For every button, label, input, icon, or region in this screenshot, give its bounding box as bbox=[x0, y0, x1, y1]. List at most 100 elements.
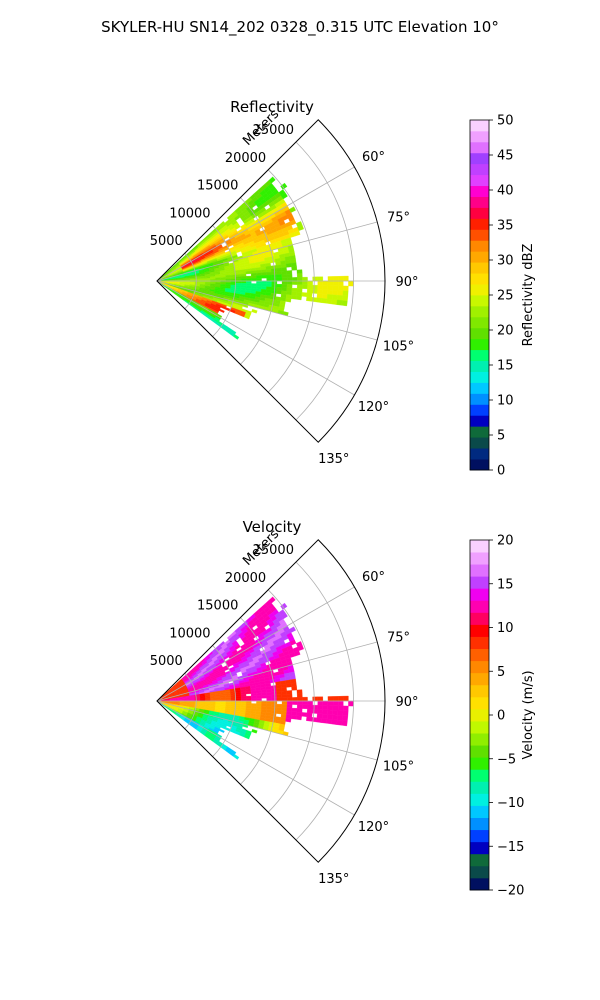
colorbar-segment bbox=[470, 327, 489, 340]
radar-gate bbox=[281, 280, 288, 285]
radar-gate bbox=[261, 280, 267, 285]
radar-gate bbox=[233, 754, 240, 760]
plot-wedge-outline bbox=[156, 539, 386, 863]
radial-tick-label: 20000 bbox=[225, 151, 266, 166]
plot-wedge-outline bbox=[156, 119, 386, 443]
radar-gate bbox=[331, 294, 338, 301]
radar-gate bbox=[297, 697, 303, 702]
colorbar-segment bbox=[470, 251, 489, 263]
radar-gate bbox=[337, 705, 344, 711]
radar-gate bbox=[250, 693, 257, 697]
radar-gate bbox=[311, 297, 318, 303]
radar-gate bbox=[261, 703, 267, 707]
colorbar-segment bbox=[470, 853, 489, 867]
radar-gate bbox=[244, 314, 250, 320]
colorbar-tick-label: −20 bbox=[497, 884, 524, 899]
radar-gate bbox=[280, 612, 288, 620]
colorbar-segment bbox=[470, 316, 489, 329]
radar-gate bbox=[281, 270, 288, 275]
radar-gate bbox=[251, 275, 257, 279]
radar-gate bbox=[307, 704, 313, 710]
radar-gate bbox=[255, 692, 262, 696]
radar-gate bbox=[286, 273, 293, 278]
colorbar-segment bbox=[470, 877, 489, 891]
radar-gate bbox=[251, 309, 258, 314]
colorbar-segment bbox=[470, 829, 489, 843]
reflectivity-ppi: 500010000150002000025000Meters60°75°90°1… bbox=[150, 107, 419, 467]
radar-gate bbox=[317, 696, 324, 702]
colorbar-tick-label: 5 bbox=[497, 665, 505, 680]
colorbar-segment bbox=[470, 624, 489, 637]
radar-gate bbox=[322, 709, 328, 715]
colorbar-segment bbox=[470, 185, 489, 197]
radar-gate bbox=[276, 694, 283, 699]
colorbar-segment bbox=[470, 448, 489, 460]
radar-gate bbox=[306, 288, 313, 294]
radar-gate bbox=[301, 292, 308, 297]
radar-gate bbox=[326, 294, 333, 300]
colorbar-segment bbox=[470, 865, 489, 879]
colorbar-segment bbox=[470, 769, 489, 782]
radar-gate bbox=[281, 700, 288, 705]
radar-gate bbox=[312, 288, 318, 294]
radar-gate bbox=[286, 287, 293, 292]
radar-gate bbox=[276, 267, 282, 272]
radar-gate bbox=[302, 696, 308, 702]
velocity-ppi: 500010000150002000025000Meters60°75°90°1… bbox=[150, 527, 419, 887]
colorbar-segment bbox=[470, 415, 489, 427]
azimuth-tick-label: 105° bbox=[383, 340, 414, 355]
radar-gate bbox=[348, 280, 354, 287]
radar-gate bbox=[256, 275, 262, 279]
radar-gate bbox=[233, 334, 240, 340]
radar-gate bbox=[297, 280, 303, 285]
colorbar-segment bbox=[470, 371, 489, 383]
radar-gate bbox=[292, 277, 298, 282]
colorbar-tick-label: 0 bbox=[497, 709, 505, 724]
radial-tick-label: 25000 bbox=[253, 123, 294, 138]
radar-gate bbox=[271, 706, 277, 711]
colorbar-tick-label: 15 bbox=[497, 359, 514, 374]
radar-gate bbox=[302, 704, 308, 710]
colorbar-segment bbox=[470, 459, 489, 471]
colorbar-tick-label: 30 bbox=[497, 254, 514, 269]
colorbar-segment bbox=[470, 841, 489, 855]
radar-gates bbox=[158, 596, 354, 760]
velocity-colorbar: −20 −15 −10 −5 0 5 10 15 20 Velocity (m/s) bbox=[469, 534, 536, 899]
radar-gate bbox=[266, 706, 272, 711]
radar-gate bbox=[302, 700, 308, 706]
radar-gate bbox=[317, 700, 324, 706]
radar-gate bbox=[256, 278, 262, 282]
radar-gate bbox=[281, 274, 288, 278]
colorbar-segment bbox=[470, 757, 489, 770]
colorbar-tick-label: 10 bbox=[497, 394, 514, 409]
radar-gate bbox=[266, 700, 272, 705]
radar-gate bbox=[276, 290, 282, 295]
azimuth-tick-label: 135° bbox=[318, 872, 349, 887]
radar-gate bbox=[289, 206, 296, 213]
radar-gate bbox=[285, 683, 292, 688]
colorbar-segment bbox=[470, 338, 489, 351]
radar-gate bbox=[286, 690, 293, 695]
azimuth-tick-label: 90° bbox=[395, 275, 418, 290]
radar-gate bbox=[256, 703, 262, 707]
azimuth-tick-label: 135° bbox=[318, 452, 349, 467]
azimuth-gridline bbox=[156, 641, 378, 702]
radar-gate bbox=[348, 700, 354, 707]
radar-gate bbox=[343, 275, 349, 282]
radar-gate bbox=[245, 695, 252, 699]
radar-gate bbox=[336, 719, 343, 726]
reflectivity-title: Reflectivity bbox=[230, 98, 314, 116]
radar-gate bbox=[296, 273, 303, 278]
colorbar-segment bbox=[470, 426, 489, 438]
radar-gate bbox=[312, 704, 318, 710]
radar-gate bbox=[210, 697, 216, 700]
radar-gate bbox=[281, 267, 287, 272]
radar-gate bbox=[337, 290, 344, 296]
radar-gate bbox=[321, 718, 328, 724]
radar-gate bbox=[331, 719, 338, 725]
radar-gate bbox=[289, 626, 296, 633]
radar-gate bbox=[337, 710, 344, 716]
colorbar-segment bbox=[470, 207, 489, 219]
radar-gate bbox=[286, 697, 293, 702]
radar-gate bbox=[321, 298, 328, 304]
